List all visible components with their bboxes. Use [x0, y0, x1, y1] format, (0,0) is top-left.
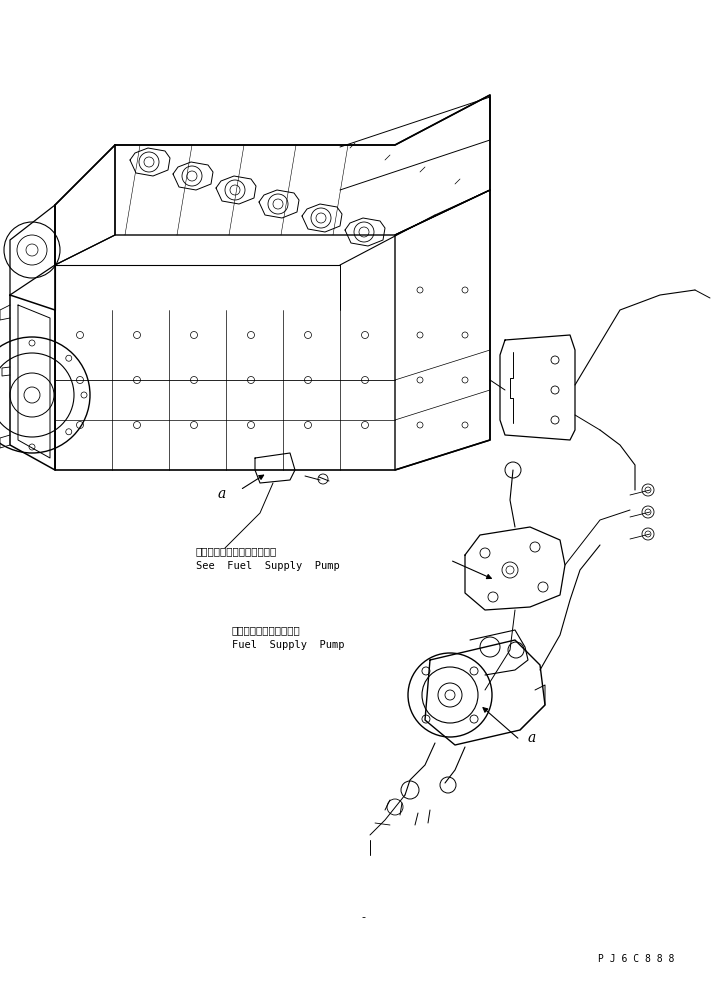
Text: Fuel  Supply  Pump: Fuel Supply Pump	[232, 640, 345, 650]
Text: a: a	[218, 487, 227, 501]
Text: See  Fuel  Supply  Pump: See Fuel Supply Pump	[196, 561, 340, 571]
Text: a: a	[528, 731, 537, 745]
Text: フェエルサプライポンプ: フェエルサプライポンプ	[232, 625, 301, 635]
Text: P J 6 C 8 8 8: P J 6 C 8 8 8	[598, 954, 674, 964]
Text: -: -	[361, 912, 365, 922]
Text: フェエルサプライポンプ参照: フェエルサプライポンプ参照	[196, 546, 277, 556]
